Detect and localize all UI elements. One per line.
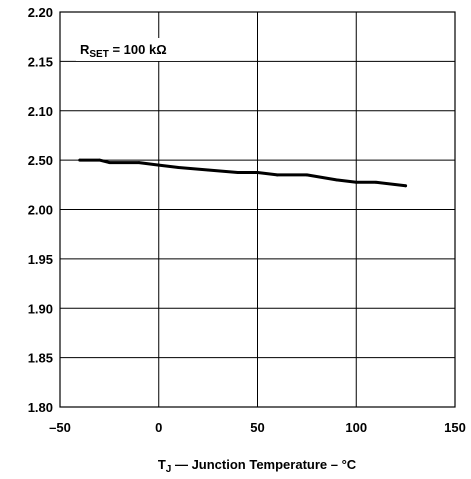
data-point <box>256 171 259 174</box>
data-point <box>236 171 240 174</box>
y-tick-label: 2.20 <box>28 5 53 20</box>
data-point <box>374 180 378 184</box>
data-point <box>78 158 82 162</box>
x-tick-labels: –50 0 50 100 150 <box>49 420 466 435</box>
data-point <box>98 158 101 162</box>
data-point <box>275 173 279 177</box>
y-tick-label: 2.50 <box>28 153 53 168</box>
annotation-background <box>76 38 190 61</box>
y-tick-label: 1.85 <box>28 351 53 366</box>
y-tick-label: 1.80 <box>28 400 53 415</box>
data-point <box>157 163 161 167</box>
annotation-rset: RSET = 100 kΩ <box>80 42 167 60</box>
y-tick-labels: 2.20 2.15 2.10 2.50 2.00 1.95 1.90 1.85 1.80 <box>28 5 53 415</box>
x-axis-title-main: T <box>158 457 166 472</box>
y-tick-label: 2.00 <box>28 203 53 218</box>
annotation-main: R <box>80 42 90 57</box>
data-point <box>137 161 141 164</box>
x-axis-title-subscript: J <box>166 464 172 475</box>
x-axis-title-rest: — Junction Temperature – °C <box>171 457 356 472</box>
data-point <box>177 166 180 169</box>
plot-frame <box>59 11 456 408</box>
data-point <box>354 180 358 184</box>
y-tick-label: 1.95 <box>28 252 53 267</box>
x-tick-label: 50 <box>250 420 264 435</box>
grid-lines <box>60 12 455 407</box>
annotation-value: = 100 kΩ <box>109 42 167 57</box>
data-point <box>404 184 408 188</box>
data-point <box>206 168 210 172</box>
x-tick-label: 150 <box>444 420 466 435</box>
x-tick-label: 100 <box>345 420 367 435</box>
data-point <box>305 173 309 177</box>
x-axis-title: TJ — Junction Temperature – °C <box>158 457 357 475</box>
y-tick-label: 2.10 <box>28 104 53 119</box>
x-tick-label: 0 <box>155 420 162 435</box>
data-point <box>335 178 338 182</box>
x-tick-label: –50 <box>49 420 71 435</box>
series-points <box>78 158 408 188</box>
y-tick-label: 2.15 <box>28 54 53 69</box>
y-tick-label: 1.90 <box>28 301 53 316</box>
annotation-subscript: SET <box>89 49 108 60</box>
data-point <box>107 161 111 164</box>
